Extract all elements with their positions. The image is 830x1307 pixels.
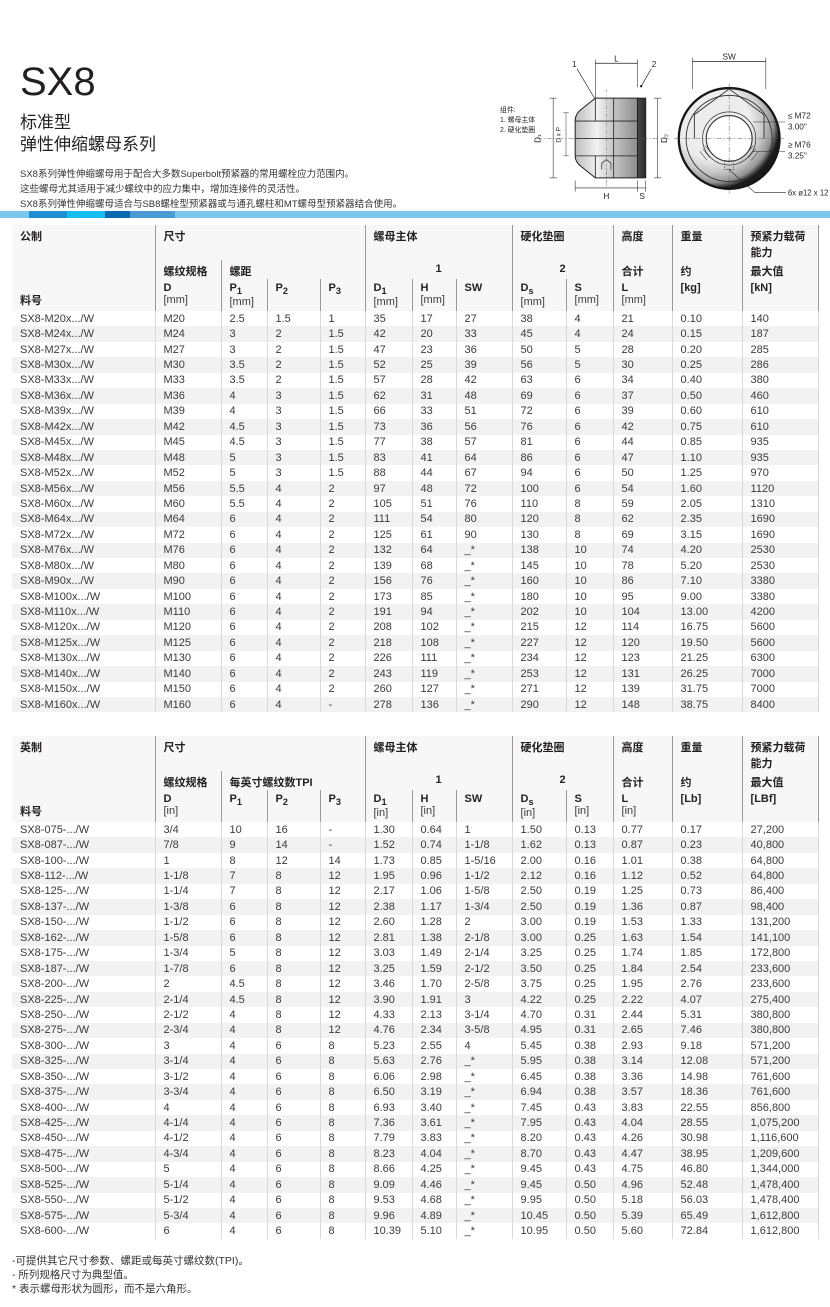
svg-text:1. 螺母主体: 1. 螺母主体: [500, 115, 535, 124]
svg-text:D x P: D x P: [556, 127, 563, 143]
svg-text:1: 1: [572, 60, 577, 69]
svg-text:3.00": 3.00": [788, 122, 807, 131]
svg-text:SW: SW: [723, 53, 737, 62]
svg-text:组件:: 组件:: [500, 105, 516, 114]
svg-text:2. 硬化垫圈: 2. 硬化垫圈: [500, 125, 535, 134]
svg-text:H: H: [603, 192, 609, 201]
svg-text:6x ø12 x 12: 6x ø12 x 12: [788, 188, 829, 197]
svg-text:≥ M76: ≥ M76: [788, 141, 811, 150]
svg-text:L: L: [614, 54, 619, 63]
svg-text:3.25": 3.25": [788, 152, 807, 161]
svg-text:≤ M72: ≤ M72: [788, 111, 811, 120]
svg-text:2: 2: [652, 60, 657, 69]
svg-text:S: S: [639, 192, 645, 201]
